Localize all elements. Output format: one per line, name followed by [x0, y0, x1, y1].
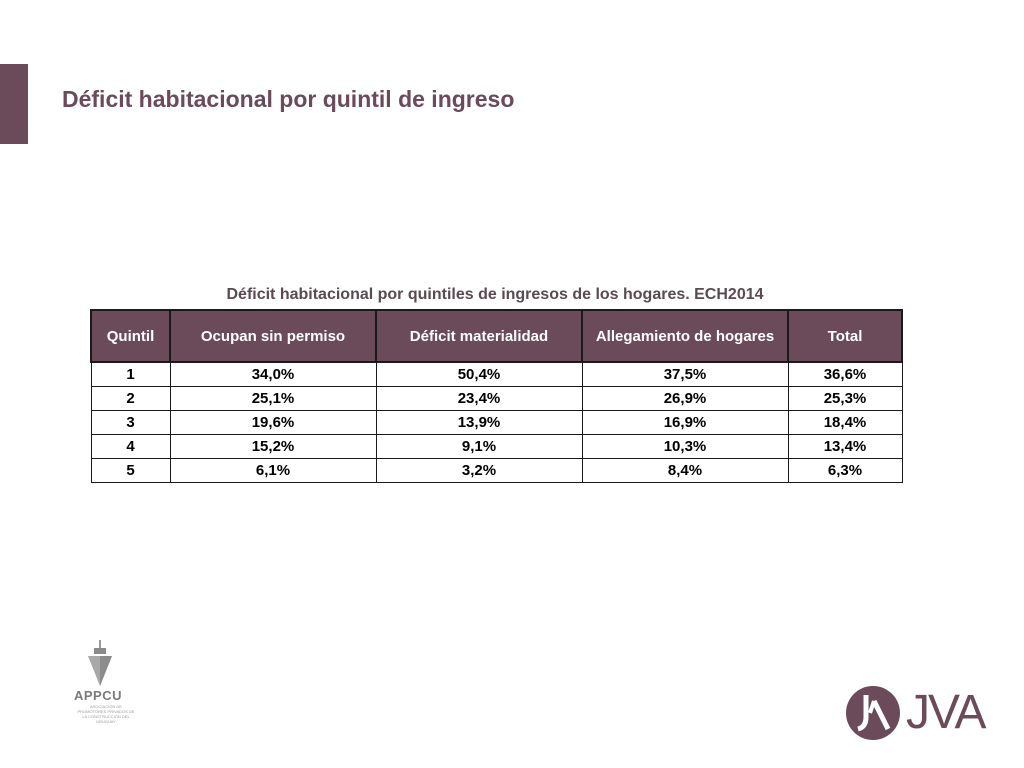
cell-total: 25,3% — [787, 386, 903, 411]
jva-logo: JVA — [844, 683, 990, 743]
cell-materialidad: 9,1% — [375, 434, 583, 459]
cell-total: 18,4% — [787, 410, 903, 435]
header-quintil: Quintil — [90, 309, 171, 363]
cell-materialidad: 3,2% — [375, 458, 583, 483]
cell-materialidad: 50,4% — [375, 361, 583, 387]
cell-ocupan: 34,0% — [169, 361, 377, 387]
cell-allegamiento: 16,9% — [581, 410, 789, 435]
cell-allegamiento: 26,9% — [581, 386, 789, 411]
cell-materialidad: 23,4% — [375, 386, 583, 411]
cell-allegamiento: 10,3% — [581, 434, 789, 459]
table-header-row: Quintil Ocupan sin permiso Déficit mater… — [90, 309, 903, 363]
header-allegamiento: Allegamiento de hogares — [581, 309, 789, 363]
title-accent-bar — [0, 64, 28, 144]
cell-quintil: 2 — [90, 386, 171, 411]
header-deficit-materialidad: Déficit materialidad — [375, 309, 583, 363]
deficit-table: Quintil Ocupan sin permiso Déficit mater… — [90, 309, 903, 483]
jva-emblem-icon — [846, 686, 900, 740]
appcu-logo: APPCU ASOCIACIÓN DE PROMOTORES PRIVADOS … — [70, 640, 142, 724]
appcu-logo-subtitle: ASOCIACIÓN DE PROMOTORES PRIVADOS DE LA … — [77, 704, 135, 724]
jva-logo-text: JVA — [906, 686, 986, 739]
cell-ocupan: 25,1% — [169, 386, 377, 411]
table-caption: Déficit habitacional por quintiles de in… — [226, 286, 764, 303]
cell-ocupan: 15,2% — [169, 434, 377, 459]
appcu-logo-text: APPCU — [74, 688, 123, 703]
cell-quintil: 1 — [90, 361, 171, 387]
slide-title: Déficit habitacional por quintil de ingr… — [62, 86, 515, 112]
cell-quintil: 4 — [90, 434, 171, 459]
cell-total: 6,3% — [787, 458, 903, 483]
cell-materialidad: 13,9% — [375, 410, 583, 435]
cell-total: 36,6% — [787, 361, 903, 387]
header-total: Total — [787, 309, 903, 363]
table-row: 3 19,6% 13,9% 16,9% 18,4% — [90, 410, 903, 435]
table-row: 5 6,1% 3,2% 8,4% 6,3% — [90, 458, 903, 483]
cell-ocupan: 19,6% — [169, 410, 377, 435]
plumb-bob-icon — [88, 640, 112, 686]
cell-quintil: 3 — [90, 410, 171, 435]
cell-total: 13,4% — [787, 434, 903, 459]
header-ocupan-sin-permiso: Ocupan sin permiso — [169, 309, 377, 363]
table-row: 2 25,1% 23,4% 26,9% 25,3% — [90, 386, 903, 411]
cell-allegamiento: 8,4% — [581, 458, 789, 483]
cell-quintil: 5 — [90, 458, 171, 483]
table-row: 4 15,2% 9,1% 10,3% 13,4% — [90, 434, 903, 459]
cell-ocupan: 6,1% — [169, 458, 377, 483]
cell-allegamiento: 37,5% — [581, 361, 789, 387]
table-row: 1 34,0% 50,4% 37,5% 36,6% — [90, 361, 903, 387]
